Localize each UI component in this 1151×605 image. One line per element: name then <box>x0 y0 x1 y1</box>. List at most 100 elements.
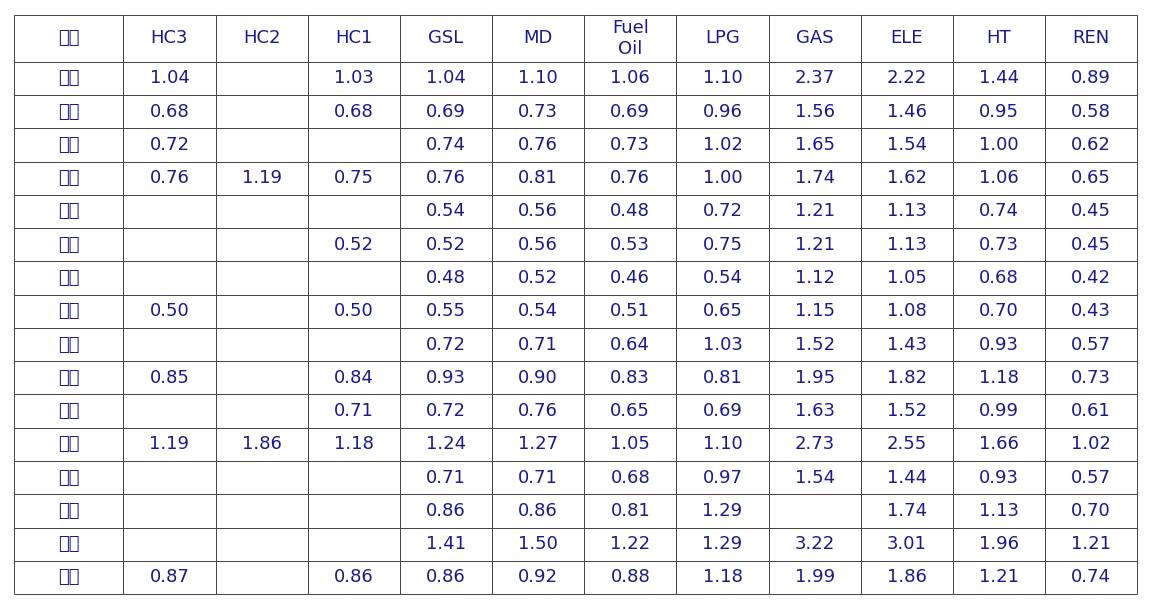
Bar <box>14 428 123 461</box>
Text: 1.56: 1.56 <box>794 103 834 120</box>
Text: 1.54: 1.54 <box>886 136 927 154</box>
Text: 0.81: 0.81 <box>702 369 742 387</box>
Bar <box>399 528 493 561</box>
Text: 0.74: 0.74 <box>426 136 466 154</box>
Text: 0.46: 0.46 <box>610 269 650 287</box>
Text: 1.22: 1.22 <box>610 535 650 553</box>
Text: HT: HT <box>986 30 1012 47</box>
Bar <box>14 361 123 394</box>
Bar <box>399 394 493 428</box>
Bar <box>677 394 769 428</box>
Bar <box>215 95 307 128</box>
Bar <box>677 162 769 195</box>
Text: 1.44: 1.44 <box>886 469 927 486</box>
Bar <box>861 361 953 394</box>
Bar <box>123 195 215 228</box>
Bar <box>953 561 1045 594</box>
Text: 1.66: 1.66 <box>980 436 1019 453</box>
Bar <box>861 15 953 62</box>
Bar <box>307 328 399 361</box>
Text: 0.73: 0.73 <box>518 103 558 120</box>
Text: 0.61: 0.61 <box>1072 402 1111 420</box>
Text: 1.10: 1.10 <box>518 70 558 87</box>
Bar <box>585 15 677 62</box>
Bar <box>769 162 861 195</box>
Text: 1.06: 1.06 <box>980 169 1019 187</box>
Text: 전남: 전남 <box>58 436 79 453</box>
Bar <box>14 561 123 594</box>
Text: 1.05: 1.05 <box>610 436 650 453</box>
Bar <box>677 361 769 394</box>
Bar <box>677 128 769 162</box>
Bar <box>861 494 953 528</box>
Bar <box>585 561 677 594</box>
Bar <box>953 195 1045 228</box>
Text: 0.74: 0.74 <box>1072 569 1111 586</box>
Bar <box>493 561 585 594</box>
Text: MD: MD <box>524 30 552 47</box>
Text: 0.65: 0.65 <box>610 402 650 420</box>
Bar <box>1045 261 1137 295</box>
Bar <box>307 228 399 261</box>
Bar <box>215 162 307 195</box>
Bar <box>399 62 493 95</box>
Bar <box>493 15 585 62</box>
Bar <box>14 162 123 195</box>
Bar <box>123 261 215 295</box>
Text: 1.82: 1.82 <box>886 369 927 387</box>
Text: 0.45: 0.45 <box>1072 236 1111 253</box>
Text: 0.71: 0.71 <box>518 336 558 353</box>
Bar <box>215 261 307 295</box>
Bar <box>861 261 953 295</box>
Bar <box>677 95 769 128</box>
Text: HC2: HC2 <box>243 30 281 47</box>
Bar <box>1045 494 1137 528</box>
Text: HC3: HC3 <box>151 30 189 47</box>
Bar <box>307 62 399 95</box>
Bar <box>14 494 123 528</box>
Text: 0.54: 0.54 <box>426 203 466 220</box>
Text: 1.43: 1.43 <box>886 336 927 353</box>
Text: 부산: 부산 <box>58 302 79 320</box>
Text: 1.03: 1.03 <box>702 336 742 353</box>
Bar <box>493 295 585 328</box>
Bar <box>769 361 861 394</box>
Bar <box>953 228 1045 261</box>
Bar <box>861 428 953 461</box>
Text: 1.52: 1.52 <box>794 336 834 353</box>
Text: ELE: ELE <box>891 30 923 47</box>
Bar <box>14 95 123 128</box>
Text: 0.74: 0.74 <box>980 203 1019 220</box>
Text: 제주: 제주 <box>58 502 79 520</box>
Text: 0.71: 0.71 <box>518 469 558 486</box>
Text: 1.95: 1.95 <box>794 369 834 387</box>
Bar <box>307 295 399 328</box>
Text: 0.68: 0.68 <box>150 103 190 120</box>
Bar <box>861 328 953 361</box>
Text: 0.68: 0.68 <box>334 103 374 120</box>
Text: 1.65: 1.65 <box>794 136 834 154</box>
Bar <box>861 528 953 561</box>
Text: 1.21: 1.21 <box>980 569 1019 586</box>
Text: 0.93: 0.93 <box>426 369 466 387</box>
Bar <box>1045 428 1137 461</box>
Text: 1.18: 1.18 <box>334 436 374 453</box>
Bar <box>14 261 123 295</box>
Text: 1.86: 1.86 <box>887 569 927 586</box>
Text: 0.76: 0.76 <box>610 169 650 187</box>
Bar <box>769 15 861 62</box>
Bar <box>769 128 861 162</box>
Bar <box>953 494 1045 528</box>
Bar <box>123 428 215 461</box>
Text: 0.42: 0.42 <box>1072 269 1111 287</box>
Text: 1.74: 1.74 <box>886 502 927 520</box>
Bar <box>585 494 677 528</box>
Bar <box>493 62 585 95</box>
Bar <box>861 62 953 95</box>
Text: 0.73: 0.73 <box>980 236 1019 253</box>
Text: 1.27: 1.27 <box>518 436 558 453</box>
Text: 1.06: 1.06 <box>610 70 650 87</box>
Text: 울산: 울산 <box>58 369 79 387</box>
Text: 1.04: 1.04 <box>426 70 466 87</box>
Bar <box>399 328 493 361</box>
